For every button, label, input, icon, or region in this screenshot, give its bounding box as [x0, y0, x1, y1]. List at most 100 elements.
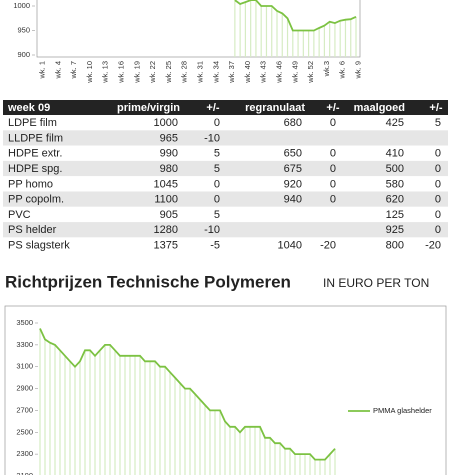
table-cell: 990	[160, 148, 178, 160]
table-cell: 500	[386, 163, 404, 175]
table-cell: 5	[435, 117, 441, 129]
x-tick-label: wk. 7	[69, 61, 78, 80]
x-tick-label: wk. 34	[211, 61, 220, 84]
table-cell: 965	[160, 132, 178, 144]
plot	[39, 328, 336, 475]
table-cell: 800	[386, 239, 404, 251]
x-tick-label: wk. 4	[53, 61, 62, 80]
table-cell: 0	[435, 194, 441, 206]
x-tick-label: wk. 10	[85, 61, 94, 84]
header-cell: +/-	[429, 102, 442, 114]
x-tick-label: wk. 28	[180, 61, 189, 84]
header-cell: prime/virgin	[117, 102, 180, 114]
x-tick-label: wk. 37	[227, 61, 236, 84]
x-tick-label: wk.3	[322, 61, 331, 77]
y-tick-label: 3100	[16, 362, 33, 371]
plot	[234, 0, 357, 57]
line	[39, 328, 336, 461]
table-cell: 425	[386, 117, 404, 129]
table-row	[3, 206, 448, 223]
table-cell: HDPE spg.	[8, 163, 62, 175]
table-cell: 0	[214, 178, 220, 190]
table-cell: PS helder	[8, 224, 57, 236]
table-row	[3, 160, 448, 177]
x-tick-label: wk. 52	[306, 61, 315, 84]
table-cell: 0	[330, 148, 336, 160]
table-cell: 125	[386, 209, 404, 221]
table-row	[3, 222, 448, 238]
y-tick-label: 2700	[16, 405, 33, 414]
x-tick-label: wk. 13	[101, 61, 110, 84]
y-tick-label: 2300	[16, 449, 33, 458]
table-cell: 5	[214, 163, 220, 175]
table-cell: 1375	[154, 239, 178, 251]
table-cell: 1280	[154, 224, 178, 236]
table-cell: 410	[386, 148, 404, 160]
table-cell: 0	[435, 209, 441, 221]
table-cell: 620	[386, 194, 404, 206]
table-cell: PVC	[8, 209, 31, 221]
x-tick-label: wk. 6	[338, 61, 347, 80]
table-cell: LDPE film	[8, 117, 57, 129]
table-cell: -20	[425, 239, 441, 251]
table-cell: PP homo	[8, 178, 53, 190]
x-tick-label: wk. 1	[37, 61, 46, 80]
table-row	[3, 145, 448, 161]
y-tick-label: 2900	[16, 384, 33, 393]
x-tick-label: wk. 49	[290, 61, 299, 84]
x-tick-label: wk. 40	[243, 61, 252, 84]
table-cell: 920	[284, 178, 302, 190]
y-tick-label: 3500	[16, 318, 33, 327]
table-cell: 905	[160, 209, 178, 221]
table-cell: 0	[330, 194, 336, 206]
table-cell: 940	[284, 194, 302, 206]
x-tick-label: wk. 31	[195, 61, 204, 84]
table-cell: 0	[330, 117, 336, 129]
heading-title: Richtprijzen Technische Polymeren	[5, 272, 291, 291]
table-cell: 580	[386, 178, 404, 190]
table-cell: 0	[330, 163, 336, 175]
table-cell: PP copolm.	[8, 194, 64, 206]
table-cell: 650	[284, 148, 302, 160]
table-cell: LLDPE film	[8, 132, 63, 144]
table-cell: 675	[284, 163, 302, 175]
x-tick-label: wk. 19	[132, 61, 141, 84]
table-cell: 0	[435, 178, 441, 190]
table-row	[3, 115, 448, 131]
header-cell: maalgoed	[354, 102, 405, 114]
x-tick-label: wk. 46	[274, 61, 283, 84]
table-cell: 0	[435, 163, 441, 175]
header-cell: regranulaat	[245, 102, 305, 114]
table-cell: PS slagsterk	[8, 239, 70, 251]
x-tick-label: wk. 22	[148, 61, 157, 84]
table-row	[3, 191, 448, 207]
table-row	[3, 237, 448, 253]
table-cell: 0	[435, 148, 441, 160]
table-cell: 980	[160, 163, 178, 175]
table-cell: 680	[284, 117, 302, 129]
line	[234, 0, 357, 32]
table-cell: 0	[330, 178, 336, 190]
table-cell: 0	[435, 224, 441, 236]
y-tick-label: 1000	[13, 1, 30, 10]
table-cell: -10	[204, 132, 220, 144]
legend-label: PMMA glashelder	[373, 406, 432, 415]
x-tick-label: wk. 43	[259, 61, 268, 84]
table-cell: 1045	[154, 178, 178, 190]
x-tick-label: wk. 9	[353, 61, 362, 80]
plot-frame	[36, 0, 361, 58]
x-tick-label: wk. 25	[164, 61, 173, 84]
x-tick-label: wk. 16	[116, 61, 125, 84]
table-cell: 0	[214, 194, 220, 206]
table-cell: 1000	[154, 117, 178, 129]
table-cell: 925	[386, 224, 404, 236]
table-cell: 5	[214, 209, 220, 221]
y-tick-label: 950	[17, 25, 30, 34]
table-cell: 0	[214, 117, 220, 129]
table-cell: -20	[320, 239, 336, 251]
heading-subtitle: IN EURO PER TON	[323, 276, 429, 290]
table-cell: 5	[214, 148, 220, 160]
table-cell: 1040	[278, 239, 302, 251]
y-tick-label: 900	[17, 50, 30, 59]
